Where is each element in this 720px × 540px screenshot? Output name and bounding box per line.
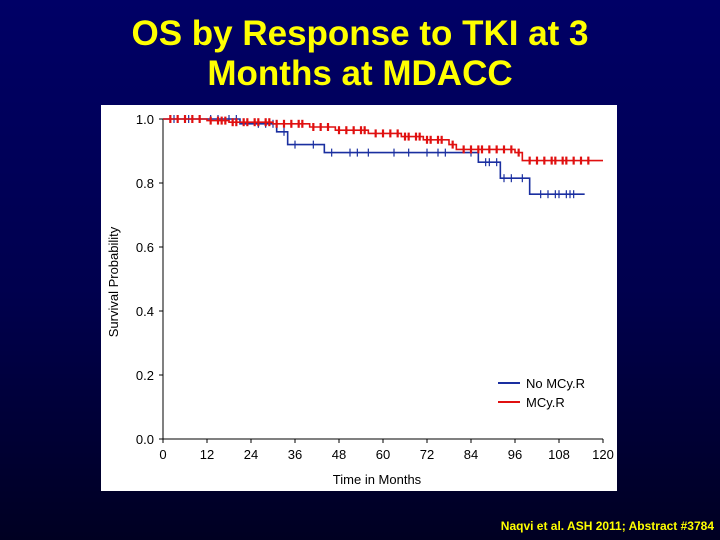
- y-tick-label: 0.6: [136, 240, 154, 255]
- y-tick-label: 0.2: [136, 368, 154, 383]
- x-tick-label: 108: [548, 447, 570, 462]
- series-layer: [163, 115, 603, 199]
- legend: No MCy.R MCy.R: [498, 376, 585, 410]
- y-tick-label: 0.4: [136, 304, 154, 319]
- x-tick-label: 60: [376, 447, 390, 462]
- legend-label-no-mcyr: No MCy.R: [526, 376, 585, 391]
- x-tick-label: 120: [592, 447, 614, 462]
- y-tick-label: 0.8: [136, 176, 154, 191]
- censor-marks-0: [173, 115, 575, 199]
- y-tick-label: 0.0: [136, 432, 154, 447]
- x-tick-label: 96: [508, 447, 522, 462]
- chart-panel: 0 12 24 36 48 60 72 84 96 108 120 0.0 0.2 0.4 0.6 0.8 1…: [101, 105, 617, 491]
- slide-title: OS by Response to TKI at 3 Months at MDA…: [0, 14, 720, 94]
- legend-label-mcyr: MCy.R: [526, 395, 565, 410]
- km-chart: 0 12 24 36 48 60 72 84 96 108 120 0.0 0.2 0.4 0.6 0.8 1…: [106, 112, 614, 487]
- x-tick-label: 48: [332, 447, 346, 462]
- title-line-2: Months at MDACC: [207, 54, 513, 93]
- title-line-1: OS by Response to TKI at 3: [131, 14, 589, 53]
- x-tick-label: 36: [288, 447, 302, 462]
- x-tick-label: 72: [420, 447, 434, 462]
- y-ticks: 0.0 0.2 0.4 0.6 0.8 1.0: [136, 112, 163, 447]
- citation: Naqvi et al. ASH 2011; Abstract #3784: [500, 519, 714, 533]
- y-tick-label: 1.0: [136, 112, 154, 127]
- x-axis-label: Time in Months: [333, 472, 422, 487]
- series-line-0: [163, 118, 585, 195]
- series-line-1: [163, 118, 603, 162]
- x-tick-label: 0: [159, 447, 166, 462]
- censor-marks-1: [169, 115, 590, 165]
- x-tick-label: 12: [200, 447, 214, 462]
- x-ticks: 0 12 24 36 48 60 72 84 96 108 120: [159, 439, 614, 462]
- x-tick-label: 84: [464, 447, 478, 462]
- y-axis-label: Survival Probability: [106, 226, 121, 337]
- x-tick-label: 24: [244, 447, 258, 462]
